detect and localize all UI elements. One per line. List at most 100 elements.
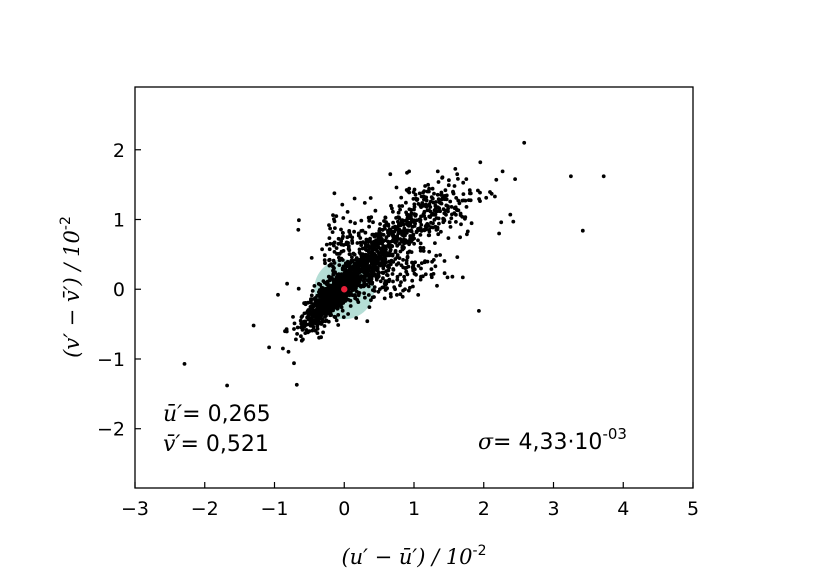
data-point	[330, 288, 335, 293]
data-point	[393, 249, 398, 253]
data-point	[450, 274, 455, 279]
data-point	[295, 332, 299, 336]
data-point	[423, 227, 428, 232]
x-tick-label: 3	[547, 498, 559, 520]
data-point	[225, 383, 230, 388]
data-point	[291, 315, 295, 319]
data-point	[435, 169, 440, 174]
data-point	[309, 297, 313, 302]
data-point	[454, 196, 459, 200]
data-point	[458, 235, 462, 240]
data-point	[371, 273, 375, 278]
data-point	[312, 302, 317, 307]
data-point	[320, 305, 324, 310]
data-point	[477, 309, 481, 313]
data-point	[354, 289, 359, 294]
data-point	[436, 180, 441, 184]
data-point	[428, 205, 433, 209]
data-point	[378, 279, 383, 284]
data-point	[439, 193, 444, 197]
data-point	[434, 253, 439, 258]
data-point	[356, 264, 361, 269]
data-point	[367, 224, 371, 229]
data-point	[406, 288, 411, 293]
data-point	[328, 241, 333, 246]
data-point	[410, 278, 415, 283]
data-point	[339, 242, 344, 247]
data-point	[337, 296, 341, 301]
data-point	[418, 233, 423, 237]
data-point	[390, 206, 394, 211]
x-tick-label: 5	[687, 498, 699, 520]
data-point	[366, 284, 371, 289]
data-point	[309, 320, 314, 325]
data-point	[367, 255, 372, 260]
data-point	[407, 228, 412, 233]
data-point	[464, 205, 469, 209]
data-point	[410, 260, 414, 265]
data-point	[357, 247, 362, 252]
data-point	[569, 174, 573, 179]
data-point	[388, 172, 393, 177]
data-point	[394, 185, 399, 190]
data-point	[388, 292, 393, 296]
data-point	[390, 253, 395, 258]
data-point	[366, 293, 371, 297]
data-point	[362, 291, 366, 296]
data-point	[437, 206, 442, 211]
data-point	[391, 267, 396, 271]
data-point	[405, 215, 410, 220]
data-point	[367, 238, 372, 243]
data-point	[341, 315, 346, 319]
data-point	[299, 334, 303, 339]
data-point	[465, 229, 470, 234]
data-point	[451, 189, 455, 194]
data-point	[348, 268, 353, 272]
data-point	[324, 286, 328, 291]
data-point	[378, 222, 382, 226]
data-point	[316, 313, 321, 317]
data-point	[335, 306, 340, 311]
data-point	[418, 248, 423, 253]
data-point	[322, 324, 327, 328]
data-point	[327, 223, 331, 228]
data-point	[295, 325, 300, 330]
data-point	[316, 307, 321, 311]
data-point	[363, 230, 368, 235]
data-point	[456, 198, 461, 203]
data-point	[307, 308, 311, 313]
data-point	[329, 296, 333, 300]
data-point	[355, 298, 360, 302]
data-point	[348, 304, 353, 308]
x-axis-label: (u′ − ū′) / 10-2	[341, 543, 486, 569]
data-point	[351, 251, 356, 256]
data-point	[400, 244, 405, 249]
data-point	[404, 240, 409, 245]
mean-point	[341, 286, 348, 293]
data-point	[388, 229, 393, 234]
data-point	[427, 249, 432, 254]
data-point	[382, 296, 387, 301]
data-point	[419, 274, 423, 279]
data-point	[362, 201, 367, 205]
data-point	[350, 288, 355, 292]
data-point	[407, 186, 412, 191]
data-point	[395, 236, 400, 241]
data-point	[372, 285, 377, 289]
data-point	[580, 228, 585, 233]
data-point	[347, 229, 352, 233]
data-point	[452, 206, 457, 211]
data-point	[497, 231, 501, 236]
data-point	[353, 293, 357, 297]
data-point	[338, 291, 343, 295]
data-point	[413, 192, 418, 197]
data-point	[363, 295, 367, 300]
data-point	[317, 290, 321, 294]
data-point	[331, 258, 336, 263]
data-point	[442, 217, 446, 222]
data-point	[401, 258, 405, 262]
data-point	[423, 272, 428, 277]
data-point	[398, 207, 402, 212]
data-point	[405, 254, 410, 259]
data-point	[299, 325, 303, 330]
